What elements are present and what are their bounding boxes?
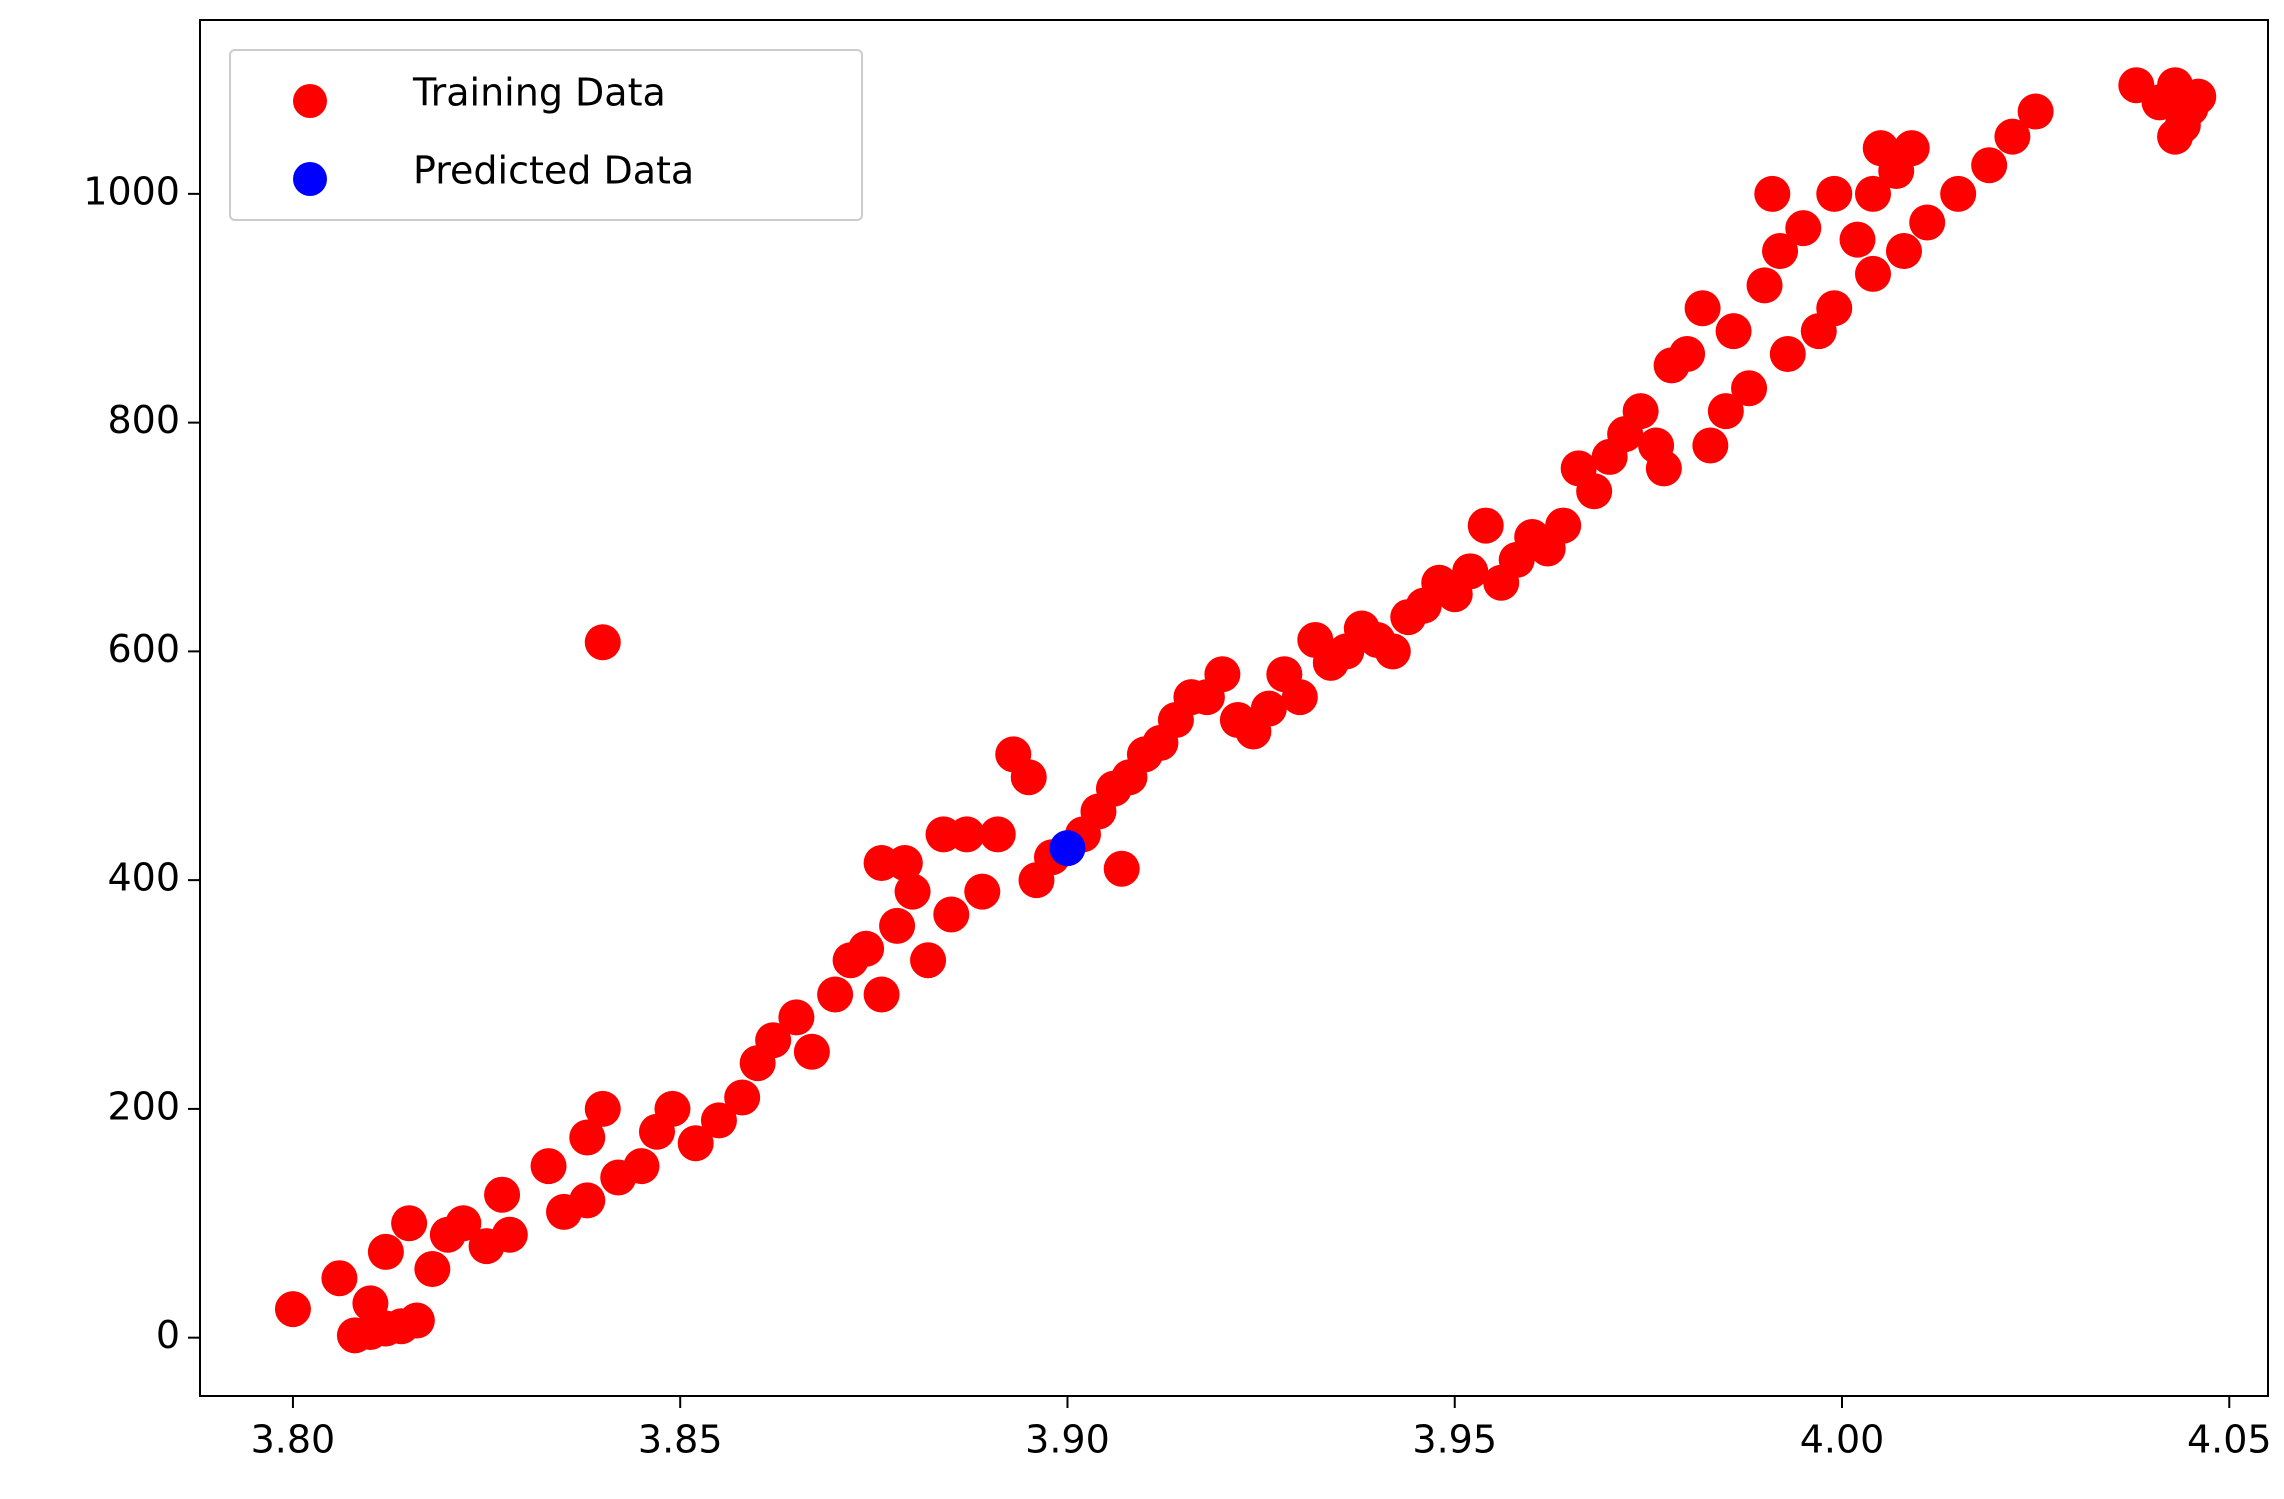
point bbox=[979, 816, 1016, 853]
point bbox=[445, 1205, 482, 1242]
point bbox=[1971, 147, 2008, 184]
point bbox=[569, 1182, 606, 1219]
legend-label: Training Data bbox=[412, 71, 666, 115]
point bbox=[484, 1176, 521, 1213]
point bbox=[677, 1125, 714, 1162]
point bbox=[848, 930, 885, 967]
point bbox=[863, 976, 900, 1013]
y-tick-label: 0 bbox=[156, 1313, 180, 1357]
y-tick-label: 600 bbox=[107, 627, 180, 671]
point bbox=[491, 1216, 528, 1253]
point bbox=[1816, 175, 1853, 212]
point bbox=[1250, 690, 1287, 727]
point bbox=[391, 1205, 428, 1242]
x-tick-label: 4.00 bbox=[1800, 1418, 1885, 1462]
point bbox=[1281, 679, 1318, 716]
point bbox=[933, 896, 970, 933]
point bbox=[1707, 393, 1744, 430]
point bbox=[2017, 93, 2054, 130]
point bbox=[1854, 255, 1891, 292]
point bbox=[1785, 210, 1822, 247]
point bbox=[1692, 427, 1729, 464]
point bbox=[1622, 393, 1659, 430]
x-tick-label: 3.90 bbox=[1025, 1418, 1110, 1462]
legend-box bbox=[229, 49, 863, 221]
point bbox=[584, 1090, 621, 1127]
legend-marker bbox=[293, 162, 327, 196]
y-tick-label: 200 bbox=[107, 1084, 180, 1128]
point bbox=[1909, 204, 1946, 241]
point bbox=[1715, 313, 1752, 350]
point bbox=[1854, 175, 1891, 212]
point bbox=[623, 1148, 660, 1185]
point bbox=[414, 1251, 451, 1288]
point bbox=[755, 1022, 792, 1059]
legend-label: Predicted Data bbox=[413, 149, 694, 193]
point bbox=[700, 1102, 737, 1139]
point bbox=[894, 873, 931, 910]
point bbox=[817, 976, 854, 1013]
x-tick-label: 3.85 bbox=[638, 1418, 723, 1462]
point bbox=[724, 1079, 761, 1116]
point bbox=[1769, 335, 1806, 372]
point bbox=[1204, 656, 1241, 693]
x-tick-label: 3.95 bbox=[1412, 1418, 1497, 1462]
y-tick-label: 800 bbox=[107, 398, 180, 442]
point bbox=[2157, 118, 2194, 155]
point bbox=[910, 942, 947, 979]
point bbox=[1684, 290, 1721, 327]
point bbox=[367, 1233, 404, 1270]
point bbox=[274, 1291, 311, 1328]
legend: Training Data Predicted Data bbox=[229, 49, 863, 221]
point bbox=[1893, 130, 1930, 167]
point bbox=[1103, 850, 1140, 887]
point bbox=[1746, 267, 1783, 304]
point bbox=[1645, 450, 1682, 487]
point bbox=[569, 1119, 606, 1156]
point bbox=[1049, 830, 1086, 867]
point bbox=[352, 1285, 389, 1322]
point bbox=[1010, 759, 1047, 796]
point bbox=[530, 1148, 567, 1185]
legend-marker bbox=[293, 84, 327, 118]
point bbox=[1374, 633, 1411, 670]
point bbox=[964, 873, 1001, 910]
point bbox=[1940, 175, 1977, 212]
point bbox=[886, 844, 923, 881]
x-tick-label: 3.80 bbox=[251, 1418, 336, 1462]
point bbox=[1994, 118, 2031, 155]
y-tick-label: 1000 bbox=[83, 169, 180, 213]
point bbox=[1885, 233, 1922, 270]
point bbox=[654, 1090, 691, 1127]
series bbox=[274, 67, 2217, 1354]
point bbox=[1839, 221, 1876, 258]
series bbox=[1049, 830, 1086, 867]
point bbox=[321, 1260, 358, 1297]
point bbox=[1452, 553, 1489, 590]
point bbox=[948, 816, 985, 853]
point bbox=[1754, 175, 1791, 212]
plot-frame bbox=[199, 19, 2269, 1397]
point bbox=[1576, 473, 1613, 510]
x-tick-label: 4.05 bbox=[2187, 1418, 2272, 1462]
point bbox=[1816, 290, 1853, 327]
point bbox=[1731, 370, 1768, 407]
point bbox=[2180, 78, 2217, 115]
point bbox=[778, 999, 815, 1036]
point bbox=[793, 1033, 830, 1070]
point bbox=[879, 907, 916, 944]
point bbox=[584, 624, 621, 661]
point bbox=[1669, 335, 1706, 372]
point bbox=[1545, 507, 1582, 544]
point bbox=[398, 1302, 435, 1339]
point bbox=[1762, 233, 1799, 270]
point bbox=[1467, 507, 1504, 544]
y-tick-label: 400 bbox=[107, 856, 180, 900]
